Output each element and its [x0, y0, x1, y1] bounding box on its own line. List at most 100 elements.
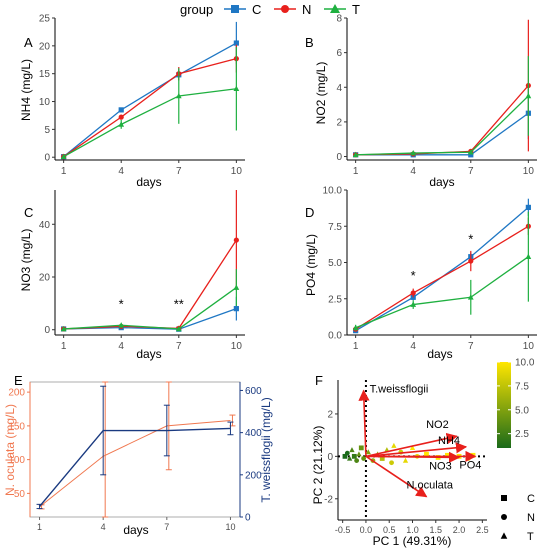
panel-c-xtick-label: 1	[61, 341, 67, 352]
panel-f-xtick-label: -0.5	[335, 525, 351, 535]
panel-d-ytick-label: 7.5	[328, 222, 342, 233]
panel-d-series-n-line	[355, 225, 529, 330]
panel-f-ylabel: PC 2 (21.12%)	[311, 426, 325, 505]
panel-f-plot: -2 0 2 -0.5 0.0 0.5 1.0 1.5 2.0 2.5 T.weissflogii N…	[324, 358, 535, 544]
panel-f: F PC 2 (21.12%) PC 1 (49.31%) -2 0 2 -0.5 0.…	[311, 358, 535, 549]
panel-a-point	[60, 153, 67, 159]
panel-f-vector-label: NH4	[438, 435, 460, 447]
panel-c-series-t-line	[63, 287, 237, 330]
panel-f-vector-label: T.weissflogii	[370, 384, 429, 396]
panel-f-point	[351, 453, 357, 459]
panel-b: B NO2 (mg/L) days 0 2 4 6 8 1 4 7 10	[305, 14, 537, 189]
shape-legend-label: T	[527, 531, 534, 543]
panel-b-series-t-line	[355, 95, 529, 156]
panel-f-point	[361, 456, 367, 461]
panel-f-ytick-label: 2	[327, 409, 333, 420]
legend-label-n: N	[302, 2, 311, 17]
colorbar	[497, 362, 511, 448]
panel-a: A NH4 (mg/L) days 0 5 10 15 20 25 1 4 7 10	[19, 14, 245, 189]
panel-e-xtick-label: 7	[164, 522, 169, 532]
legend: group C N T	[180, 2, 360, 17]
panel-f-point	[358, 445, 364, 451]
panel-f-vector-label: NO2	[426, 419, 449, 431]
panel-d-series-t-line	[355, 256, 529, 329]
panel-a-xtick-label: 1	[61, 166, 67, 177]
panel-e-left-tick-label: 150	[8, 421, 25, 432]
panel-f-point	[402, 457, 409, 463]
panel-f-point	[342, 453, 348, 459]
panel-f-xlabel: PC 1 (49.31%)	[373, 534, 452, 548]
panel-a-ytick-label: 15	[39, 69, 51, 80]
panel-d: D PO4 (mg/L) days 0.0 2.5 5.0 7.5 10.0 1 4 7 10 *…	[304, 186, 537, 361]
panel-d-plot: 0.0 2.5 5.0 7.5 10.0 1 4 7 10 * *	[323, 186, 537, 352]
panel-c-series-n-line	[63, 239, 237, 330]
panel-d-point	[525, 253, 532, 260]
panel-e-xtick-label: 10	[225, 522, 235, 532]
panel-b-series-c-line	[355, 112, 529, 156]
panel-f-point	[379, 456, 385, 461]
legend-item-c: C	[224, 2, 261, 17]
shape-legend-marker	[500, 532, 508, 539]
svg-text:C: C	[24, 205, 33, 220]
legend-item-t: T	[324, 2, 360, 17]
panel-e-left-tick-label: 100	[8, 455, 25, 466]
svg-text:D: D	[305, 205, 314, 220]
panel-f-point	[445, 452, 450, 458]
panel-c-series-c-line	[63, 308, 237, 330]
panel-a-xtick-label: 10	[231, 166, 243, 177]
panel-b-point	[525, 92, 532, 99]
panel-e: E N. oculata (mg/L) T. weissflogii (mg/L…	[3, 373, 273, 537]
panel-f-point	[389, 460, 394, 466]
svg-text:A: A	[24, 35, 33, 50]
panel-b-xtick-label: 1	[353, 166, 359, 177]
panel-d-point	[468, 258, 474, 264]
panel-a-xtick-label: 4	[118, 166, 124, 177]
legend-item-n: N	[274, 2, 311, 17]
panel-f-xtick-label: 1.0	[406, 525, 419, 535]
panel-d-point	[352, 324, 359, 331]
panel-a-ylabel: NH4 (mg/L)	[19, 59, 33, 121]
panel-f-vector-label: N.oculata	[406, 480, 453, 492]
panel-f-vector	[365, 442, 468, 458]
panel-f-vector	[365, 432, 458, 458]
panel-c-point	[233, 237, 239, 243]
colorbar-tick-label: 7.5	[515, 381, 529, 392]
panel-e-left-tick-label: 200	[8, 388, 25, 399]
panel-b-point	[410, 149, 417, 156]
panel-a-ytick-label: 20	[39, 41, 51, 52]
panel-d-ytick-label: 10.0	[323, 186, 343, 197]
panel-b-ylabel: NO2 (mg/L)	[314, 62, 328, 125]
panel-d-point	[467, 294, 474, 300]
panel-a-series-c-line	[63, 42, 237, 158]
panel-f-vector	[365, 455, 428, 498]
panel-a-point	[233, 85, 240, 92]
panel-d-point	[410, 294, 416, 300]
panel-b-xtick-label: 4	[410, 166, 416, 177]
panel-a-plot: 0 5 10 15 20 25 1 4 7 10	[39, 14, 245, 177]
panel-c-point	[60, 325, 67, 332]
panel-f-xtick-label: 0.5	[383, 525, 396, 535]
panel-c-xtick-label: 4	[118, 341, 124, 352]
panel-d-point	[525, 204, 531, 210]
panel-c-annotation: *	[119, 297, 124, 312]
panel-b-xtick-label: 10	[523, 166, 535, 177]
panel-d-xlabel: days	[427, 347, 452, 361]
panel-a-point	[233, 40, 239, 46]
panel-b-series-n-line	[355, 85, 529, 156]
panel-d-xtick-label: 4	[410, 341, 416, 352]
panel-e-xtick-label: 4	[101, 522, 106, 532]
panel-b-ytick-label: 0	[336, 152, 342, 163]
panel-e-right-tick-label: 400	[245, 428, 262, 439]
panel-d-ytick-label: 5.0	[328, 258, 342, 269]
panel-b-ytick-label: 8	[336, 14, 342, 25]
panel-b-xlabel: days	[429, 175, 454, 189]
panel-a-point	[175, 92, 182, 99]
legend-marker-c	[231, 5, 239, 13]
shape-legend-label: N	[527, 512, 535, 524]
panel-c-xlabel: days	[136, 347, 161, 361]
panel-f-point	[409, 444, 416, 451]
panel-b-ytick-label: 4	[336, 83, 342, 94]
